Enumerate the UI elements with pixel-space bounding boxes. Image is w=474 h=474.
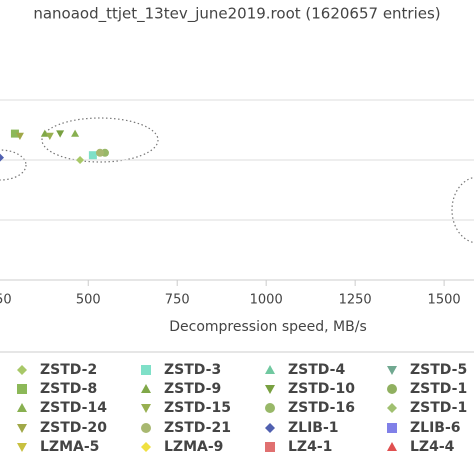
- legend-label: ZSTD-1: [410, 381, 467, 397]
- legend-label: ZSTD-2: [40, 362, 97, 378]
- legend-marker: [141, 384, 151, 393]
- legend-label: ZSTD-3: [164, 362, 221, 378]
- x-tick-label: 750: [165, 293, 190, 308]
- point: [88, 151, 97, 160]
- point: [10, 129, 19, 138]
- legend-marker: [17, 365, 27, 375]
- legend-label: ZSTD-15: [164, 400, 231, 416]
- cluster-outline: [451, 176, 474, 244]
- legend-marker: [265, 442, 275, 452]
- cluster-outline: [41, 117, 159, 163]
- legend-marker: [265, 385, 275, 394]
- legend-marker: [387, 403, 397, 413]
- legend-label: LZ4-1: [288, 439, 332, 455]
- legend-marker: [387, 384, 397, 394]
- legend-marker: [17, 403, 27, 412]
- cluster-outline: [0, 149, 27, 181]
- legend-marker: [387, 423, 397, 433]
- legend-label: LZ4-4: [410, 439, 455, 455]
- legend-label: ZSTD-1: [410, 400, 467, 416]
- point: [15, 132, 24, 140]
- legend-label: ZSTD-8: [40, 381, 97, 397]
- legend-label: ZSTD-5: [410, 362, 467, 378]
- legend-label: ZLIB-6: [410, 420, 461, 436]
- legend-label: LZMA-9: [164, 439, 223, 455]
- legend-label: ZSTD-14: [40, 400, 107, 416]
- chart-title: nanoaod_ttjet_13tev_june2019.root (16206…: [33, 5, 440, 24]
- x-tick-label: 1250: [339, 293, 372, 308]
- legend-label: LZMA-5: [40, 439, 99, 455]
- point: [40, 129, 49, 137]
- x-axis-label: Decompression speed, MB/s: [169, 319, 367, 335]
- x-tick-label: 1000: [250, 293, 283, 308]
- point: [95, 148, 104, 157]
- legend-label: ZSTD-16: [288, 400, 355, 416]
- legend-marker: [265, 403, 275, 413]
- legend-marker: [17, 384, 27, 394]
- legend-label: ZSTD-20: [40, 420, 107, 436]
- legend-label: ZSTD-21: [164, 420, 231, 436]
- x-tick-label: 500: [76, 293, 101, 308]
- legend-marker: [387, 366, 397, 375]
- point: [76, 156, 85, 164]
- legend-marker: [141, 404, 151, 413]
- point: [0, 153, 4, 162]
- legend-marker: [141, 365, 151, 375]
- legend-marker: [265, 365, 275, 374]
- legend-marker: [141, 423, 151, 433]
- legend-label: ZLIB-1: [288, 420, 339, 436]
- legend-marker: [17, 443, 27, 452]
- point: [56, 130, 65, 138]
- cluster-outlines: [0, 117, 474, 244]
- x-tick-label: 250: [0, 293, 12, 308]
- point: [45, 132, 54, 140]
- legend-marker: [17, 424, 27, 433]
- legend-marker: [387, 442, 397, 451]
- point: [71, 129, 80, 137]
- x-tick-label: 1500: [428, 293, 461, 308]
- legend-marker: [141, 442, 151, 452]
- legend-label: ZSTD-4: [288, 362, 345, 378]
- legend-label: ZSTD-9: [164, 381, 221, 397]
- legend-marker: [265, 423, 275, 433]
- legend-label: ZSTD-10: [288, 381, 355, 397]
